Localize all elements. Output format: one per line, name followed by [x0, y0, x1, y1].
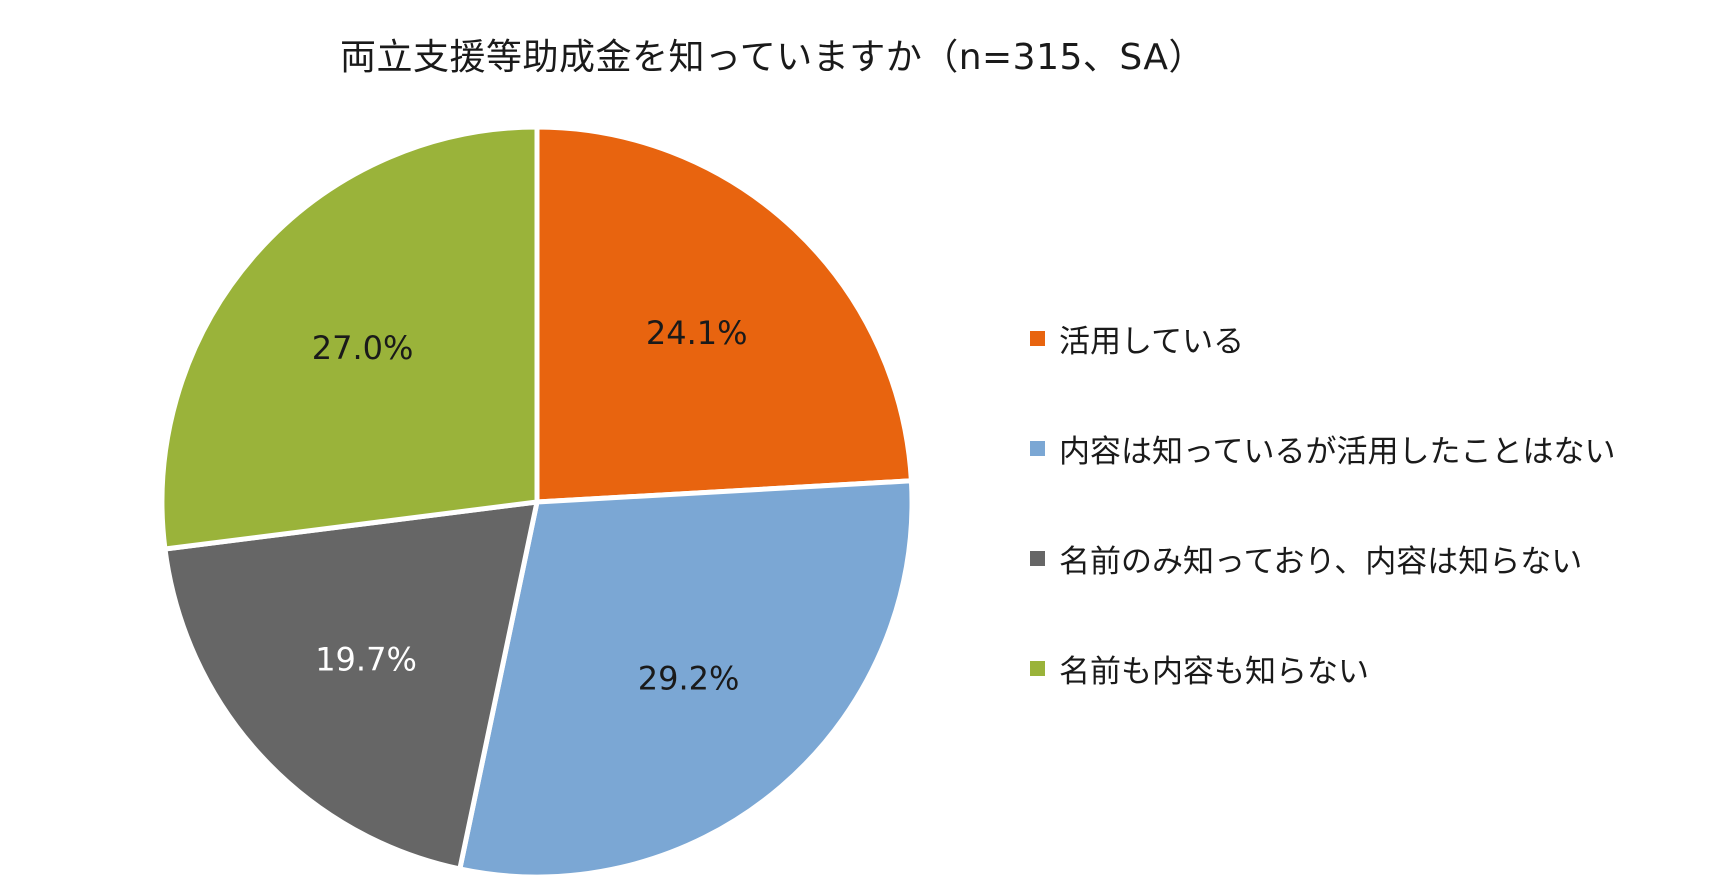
pie-slice-3	[162, 499, 540, 872]
legend-label-4: 名前も内容も知らない	[1059, 653, 1369, 690]
legend-item-1: 活用している	[1030, 318, 1615, 360]
legend-item-2: 内容は知っているが活用したことはない	[1030, 428, 1616, 470]
slice-data-label-2: 29.2%	[638, 659, 740, 697]
legend-swatch-3	[1030, 550, 1045, 566]
pie-slice-1	[534, 124, 914, 505]
pie-slice-4	[159, 124, 540, 552]
chart-title: 両立支援等助成金を知っていますか（n=315、SA）	[340, 37, 1206, 78]
legend-item-4: 名前も内容も知らない	[1030, 648, 1615, 690]
slice-data-label-4: 27.0%	[312, 329, 414, 367]
legend-swatch-4	[1030, 660, 1045, 676]
legend-swatch-2	[1030, 440, 1045, 456]
legend-label-2: 内容は知っているが活用したことはない	[1059, 433, 1616, 470]
legend-label-3: 名前のみ知っており、内容は知らない	[1059, 543, 1583, 580]
legend-label-1: 活用している	[1059, 323, 1245, 360]
slice-data-label-1: 24.1%	[646, 314, 748, 352]
legend-swatch-1	[1030, 330, 1045, 346]
legend: 活用している内容は知っているが活用したことはない 名前のみ知っており、内容は知らな…	[1030, 318, 1615, 758]
slice-data-label-3: 19.7%	[315, 641, 417, 679]
pie-slice-2	[457, 478, 915, 880]
legend-item-3: 名前のみ知っており、内容は知らない	[1030, 538, 1615, 580]
